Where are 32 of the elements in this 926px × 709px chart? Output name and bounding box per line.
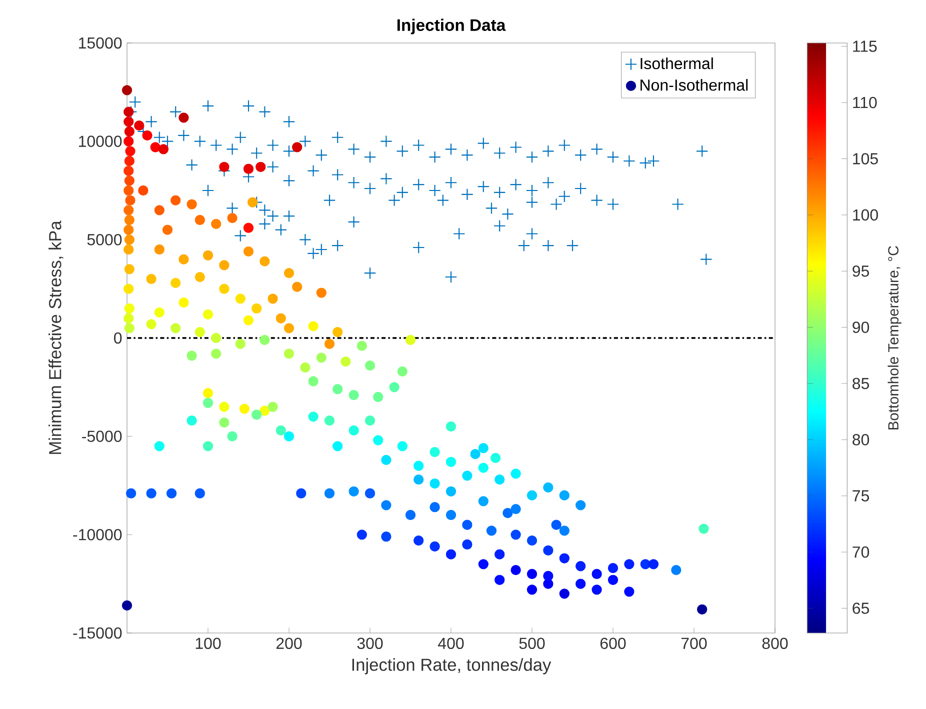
color-bar-label: 95	[852, 265, 869, 277]
y-tick-label: -15000	[73, 627, 122, 639]
x-tick-label: 100	[196, 638, 221, 650]
legend-label: Non-Isothermal	[640, 79, 748, 91]
color-bar-label: 85	[852, 378, 869, 390]
x-tick-label: 400	[438, 638, 464, 650]
y-tick-label: 0	[114, 332, 122, 344]
color-bar-title: Bottomhole Temperature, °C	[888, 246, 902, 430]
x-tick-label: 500	[519, 638, 545, 650]
color-bar-label: 115	[853, 40, 877, 52]
color-bar-label: 70	[852, 546, 870, 558]
y-tick-label: -5000	[82, 430, 122, 442]
y-tick-label: -10000	[73, 528, 122, 540]
color-bar-label: 110	[853, 96, 877, 108]
x-tick-label: 700	[681, 638, 707, 650]
color-bar-label: 90	[852, 322, 870, 333]
x-tick-label: 200	[276, 638, 302, 650]
color-bar-label: 80	[852, 434, 870, 446]
color-bar-label: 75	[852, 490, 869, 502]
y-tick-label: 5000	[87, 234, 122, 246]
y-axis-title: Minimum Effective Stress, kPa	[48, 220, 64, 454]
chart-title: Injection Data	[397, 18, 506, 34]
color-bar-label: 100	[853, 209, 878, 221]
y-tick-label: 10000	[79, 136, 122, 147]
x-tick-label: 600	[600, 638, 626, 650]
color-bar-label: 65	[852, 602, 869, 614]
x-tick-label: 300	[357, 638, 383, 650]
x-tick-label: 800	[762, 638, 788, 650]
x-axis-title: Injection Rate, tonnes/day	[352, 658, 552, 674]
y-tick-label: 15000	[79, 37, 122, 49]
legend-label: Isothermal	[640, 57, 713, 70]
color-bar-label: 105	[853, 153, 878, 164]
